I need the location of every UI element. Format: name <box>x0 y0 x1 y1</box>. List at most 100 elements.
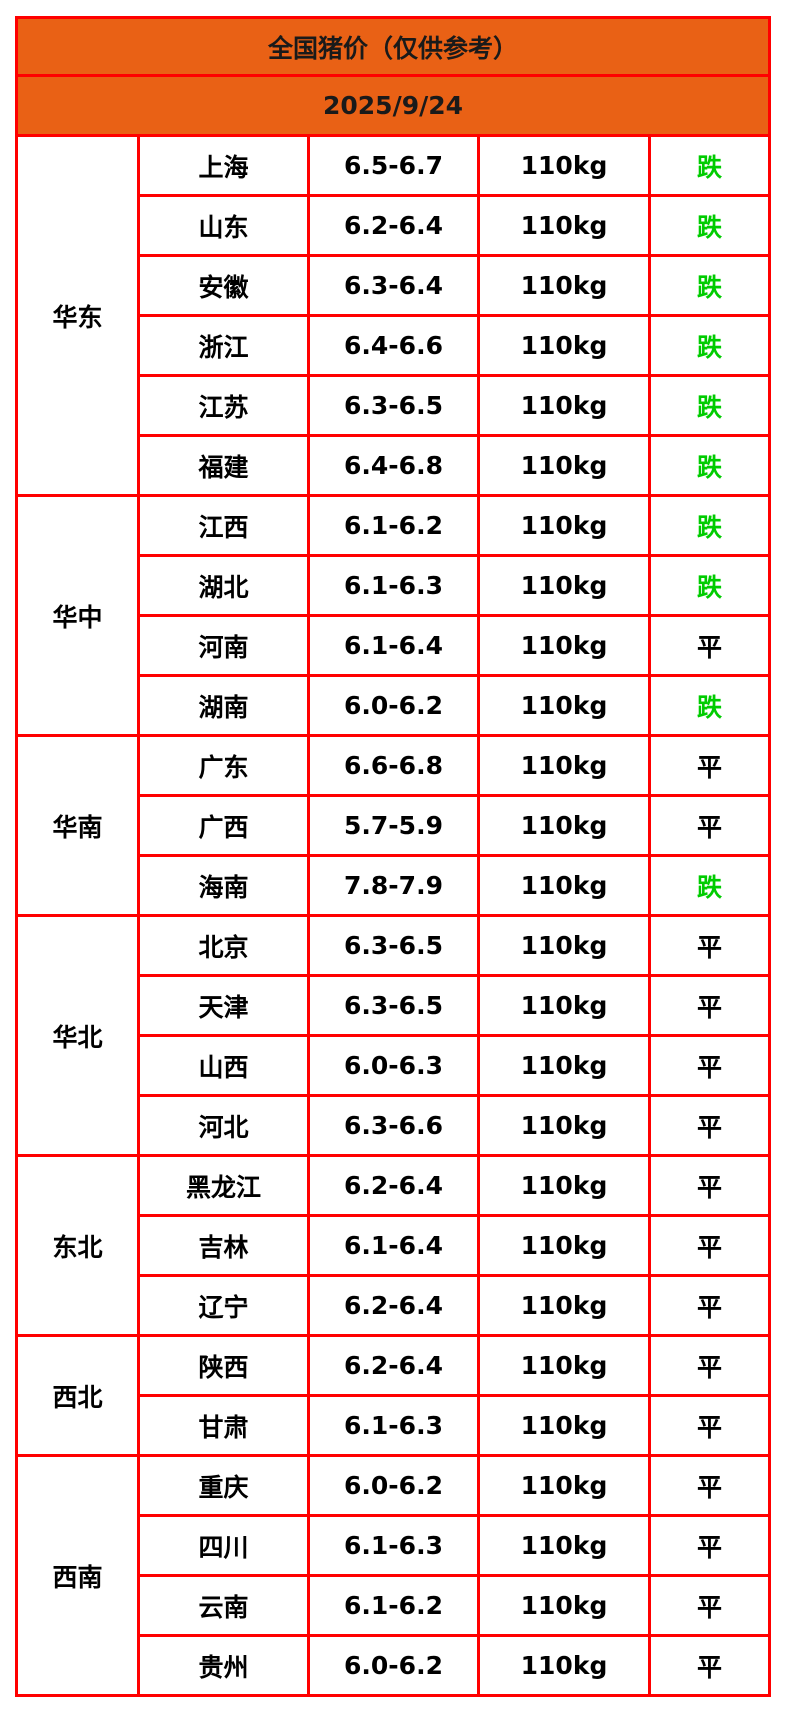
weight-cell: 110kg <box>477 1634 651 1697</box>
price-cell: 6.3-6.5 <box>307 914 480 977</box>
weight-cell: 110kg <box>477 254 651 317</box>
price-cell: 6.5-6.7 <box>307 134 480 197</box>
price-cell: 6.1-6.4 <box>307 614 480 677</box>
price-cell: 6.1-6.3 <box>307 1394 480 1457</box>
table-row: 吉林 6.1-6.4 110kg 平 <box>17 1214 772 1277</box>
table-row: 江苏 6.3-6.5 110kg 跌 <box>17 374 772 437</box>
weight-cell: 110kg <box>477 374 651 437</box>
province-cell: 安徽 <box>137 254 310 317</box>
weight-cell: 110kg <box>477 1154 651 1217</box>
trend-cell: 跌 <box>647 314 772 377</box>
trend-cell: 平 <box>647 734 772 797</box>
trend-cell: 平 <box>647 1514 772 1577</box>
table-row: 山西 6.0-6.3 110kg 平 <box>17 1034 772 1097</box>
weight-cell: 110kg <box>477 914 651 977</box>
weight-cell: 110kg <box>477 974 651 1037</box>
trend-cell: 平 <box>647 1454 772 1517</box>
table-row: 甘肃 6.1-6.3 110kg 平 <box>17 1394 772 1457</box>
province-cell: 辽宁 <box>137 1274 310 1337</box>
price-cell: 6.0-6.2 <box>307 674 480 737</box>
weight-cell: 110kg <box>477 1214 651 1277</box>
trend-cell: 平 <box>647 1214 772 1277</box>
table-row: 贵州 6.0-6.2 110kg 平 <box>17 1634 772 1697</box>
price-cell: 6.1-6.4 <box>307 1214 480 1277</box>
weight-cell: 110kg <box>477 1574 651 1637</box>
table-row: 西北 陕西 6.2-6.4 110kg 平 <box>15 1334 772 1457</box>
table-row: 华北 北京 6.3-6.5 110kg 平 <box>15 914 772 1157</box>
table-row: 湖北 6.1-6.3 110kg 跌 <box>17 554 772 617</box>
trend-cell: 平 <box>647 614 772 677</box>
region-cell: 西南 <box>15 1454 140 1697</box>
table-row: 广西 5.7-5.9 110kg 平 <box>17 794 772 857</box>
price-cell: 6.1-6.3 <box>307 1514 480 1577</box>
trend-cell: 平 <box>647 974 772 1037</box>
price-cell: 6.4-6.8 <box>307 434 480 497</box>
table-row: 西南 重庆 6.0-6.2 110kg 平 <box>15 1454 772 1697</box>
province-cell: 北京 <box>137 914 310 977</box>
weight-cell: 110kg <box>477 794 651 857</box>
weight-cell: 110kg <box>477 1514 651 1577</box>
trend-cell: 平 <box>647 794 772 857</box>
weight-cell: 110kg <box>477 614 651 677</box>
trend-cell: 跌 <box>647 194 772 257</box>
price-cell: 6.2-6.4 <box>307 1154 480 1217</box>
province-cell: 广西 <box>137 794 310 857</box>
trend-cell: 跌 <box>647 434 772 497</box>
price-cell: 6.0-6.2 <box>307 1634 480 1697</box>
trend-cell: 跌 <box>647 374 772 437</box>
weight-cell: 110kg <box>477 134 651 197</box>
weight-cell: 110kg <box>477 194 651 257</box>
trend-cell: 跌 <box>647 674 772 737</box>
region-cell: 华南 <box>15 734 140 917</box>
table-row: 福建 6.4-6.8 110kg 跌 <box>17 434 772 497</box>
date-row: 2025/9/24 <box>14 74 772 137</box>
table-row: 海南 7.8-7.9 110kg 跌 <box>17 854 772 917</box>
table-row: 华中 江西 6.1-6.2 110kg 跌 <box>15 494 772 737</box>
weight-cell: 110kg <box>477 1394 651 1457</box>
province-cell: 云南 <box>137 1574 310 1637</box>
weight-cell: 110kg <box>477 1094 651 1157</box>
price-cell: 6.0-6.3 <box>307 1034 480 1097</box>
province-cell: 福建 <box>137 434 310 497</box>
trend-cell: 平 <box>647 1394 772 1457</box>
trend-cell: 跌 <box>647 854 772 917</box>
price-cell: 6.2-6.4 <box>307 194 480 257</box>
table-title: 全国猪价（仅供参考） <box>14 16 772 77</box>
table-row: 华东 上海 6.5-6.7 110kg 跌 <box>15 134 772 497</box>
region-cell: 华东 <box>15 134 140 497</box>
weight-cell: 110kg <box>477 734 651 797</box>
price-cell: 6.1-6.3 <box>307 554 480 617</box>
price-cell: 6.1-6.2 <box>307 1574 480 1637</box>
weight-cell: 110kg <box>477 434 651 497</box>
price-cell: 7.8-7.9 <box>307 854 480 917</box>
province-cell: 湖北 <box>137 554 310 617</box>
title-row: 全国猪价（仅供参考） <box>14 16 772 77</box>
weight-cell: 110kg <box>477 854 651 917</box>
province-cell: 山西 <box>137 1034 310 1097</box>
table-date: 2025/9/24 <box>14 74 772 137</box>
weight-cell: 110kg <box>477 1034 651 1097</box>
table-row: 山东 6.2-6.4 110kg 跌 <box>17 194 772 257</box>
region-cell: 华中 <box>15 494 140 737</box>
table-row: 天津 6.3-6.5 110kg 平 <box>17 974 772 1037</box>
table-row: 东北 黑龙江 6.2-6.4 110kg 平 <box>15 1154 772 1337</box>
trend-cell: 跌 <box>647 554 772 617</box>
table-row: 辽宁 6.2-6.4 110kg 平 <box>17 1274 772 1337</box>
trend-cell: 平 <box>647 1154 772 1217</box>
trend-cell: 平 <box>647 1634 772 1697</box>
price-cell: 6.3-6.4 <box>307 254 480 317</box>
province-cell: 湖南 <box>137 674 310 737</box>
trend-cell: 跌 <box>647 254 772 317</box>
price-cell: 6.1-6.2 <box>307 494 480 557</box>
province-cell: 陕西 <box>137 1334 310 1397</box>
weight-cell: 110kg <box>477 554 651 617</box>
province-cell: 江苏 <box>137 374 310 437</box>
price-cell: 6.3-6.5 <box>307 974 480 1037</box>
trend-cell: 跌 <box>647 494 772 557</box>
province-cell: 贵州 <box>137 1634 310 1697</box>
province-cell: 浙江 <box>137 314 310 377</box>
table-row: 河北 6.3-6.6 110kg 平 <box>17 1094 772 1157</box>
price-cell: 6.3-6.6 <box>307 1094 480 1157</box>
table-row: 浙江 6.4-6.6 110kg 跌 <box>17 314 772 377</box>
province-cell: 天津 <box>137 974 310 1037</box>
